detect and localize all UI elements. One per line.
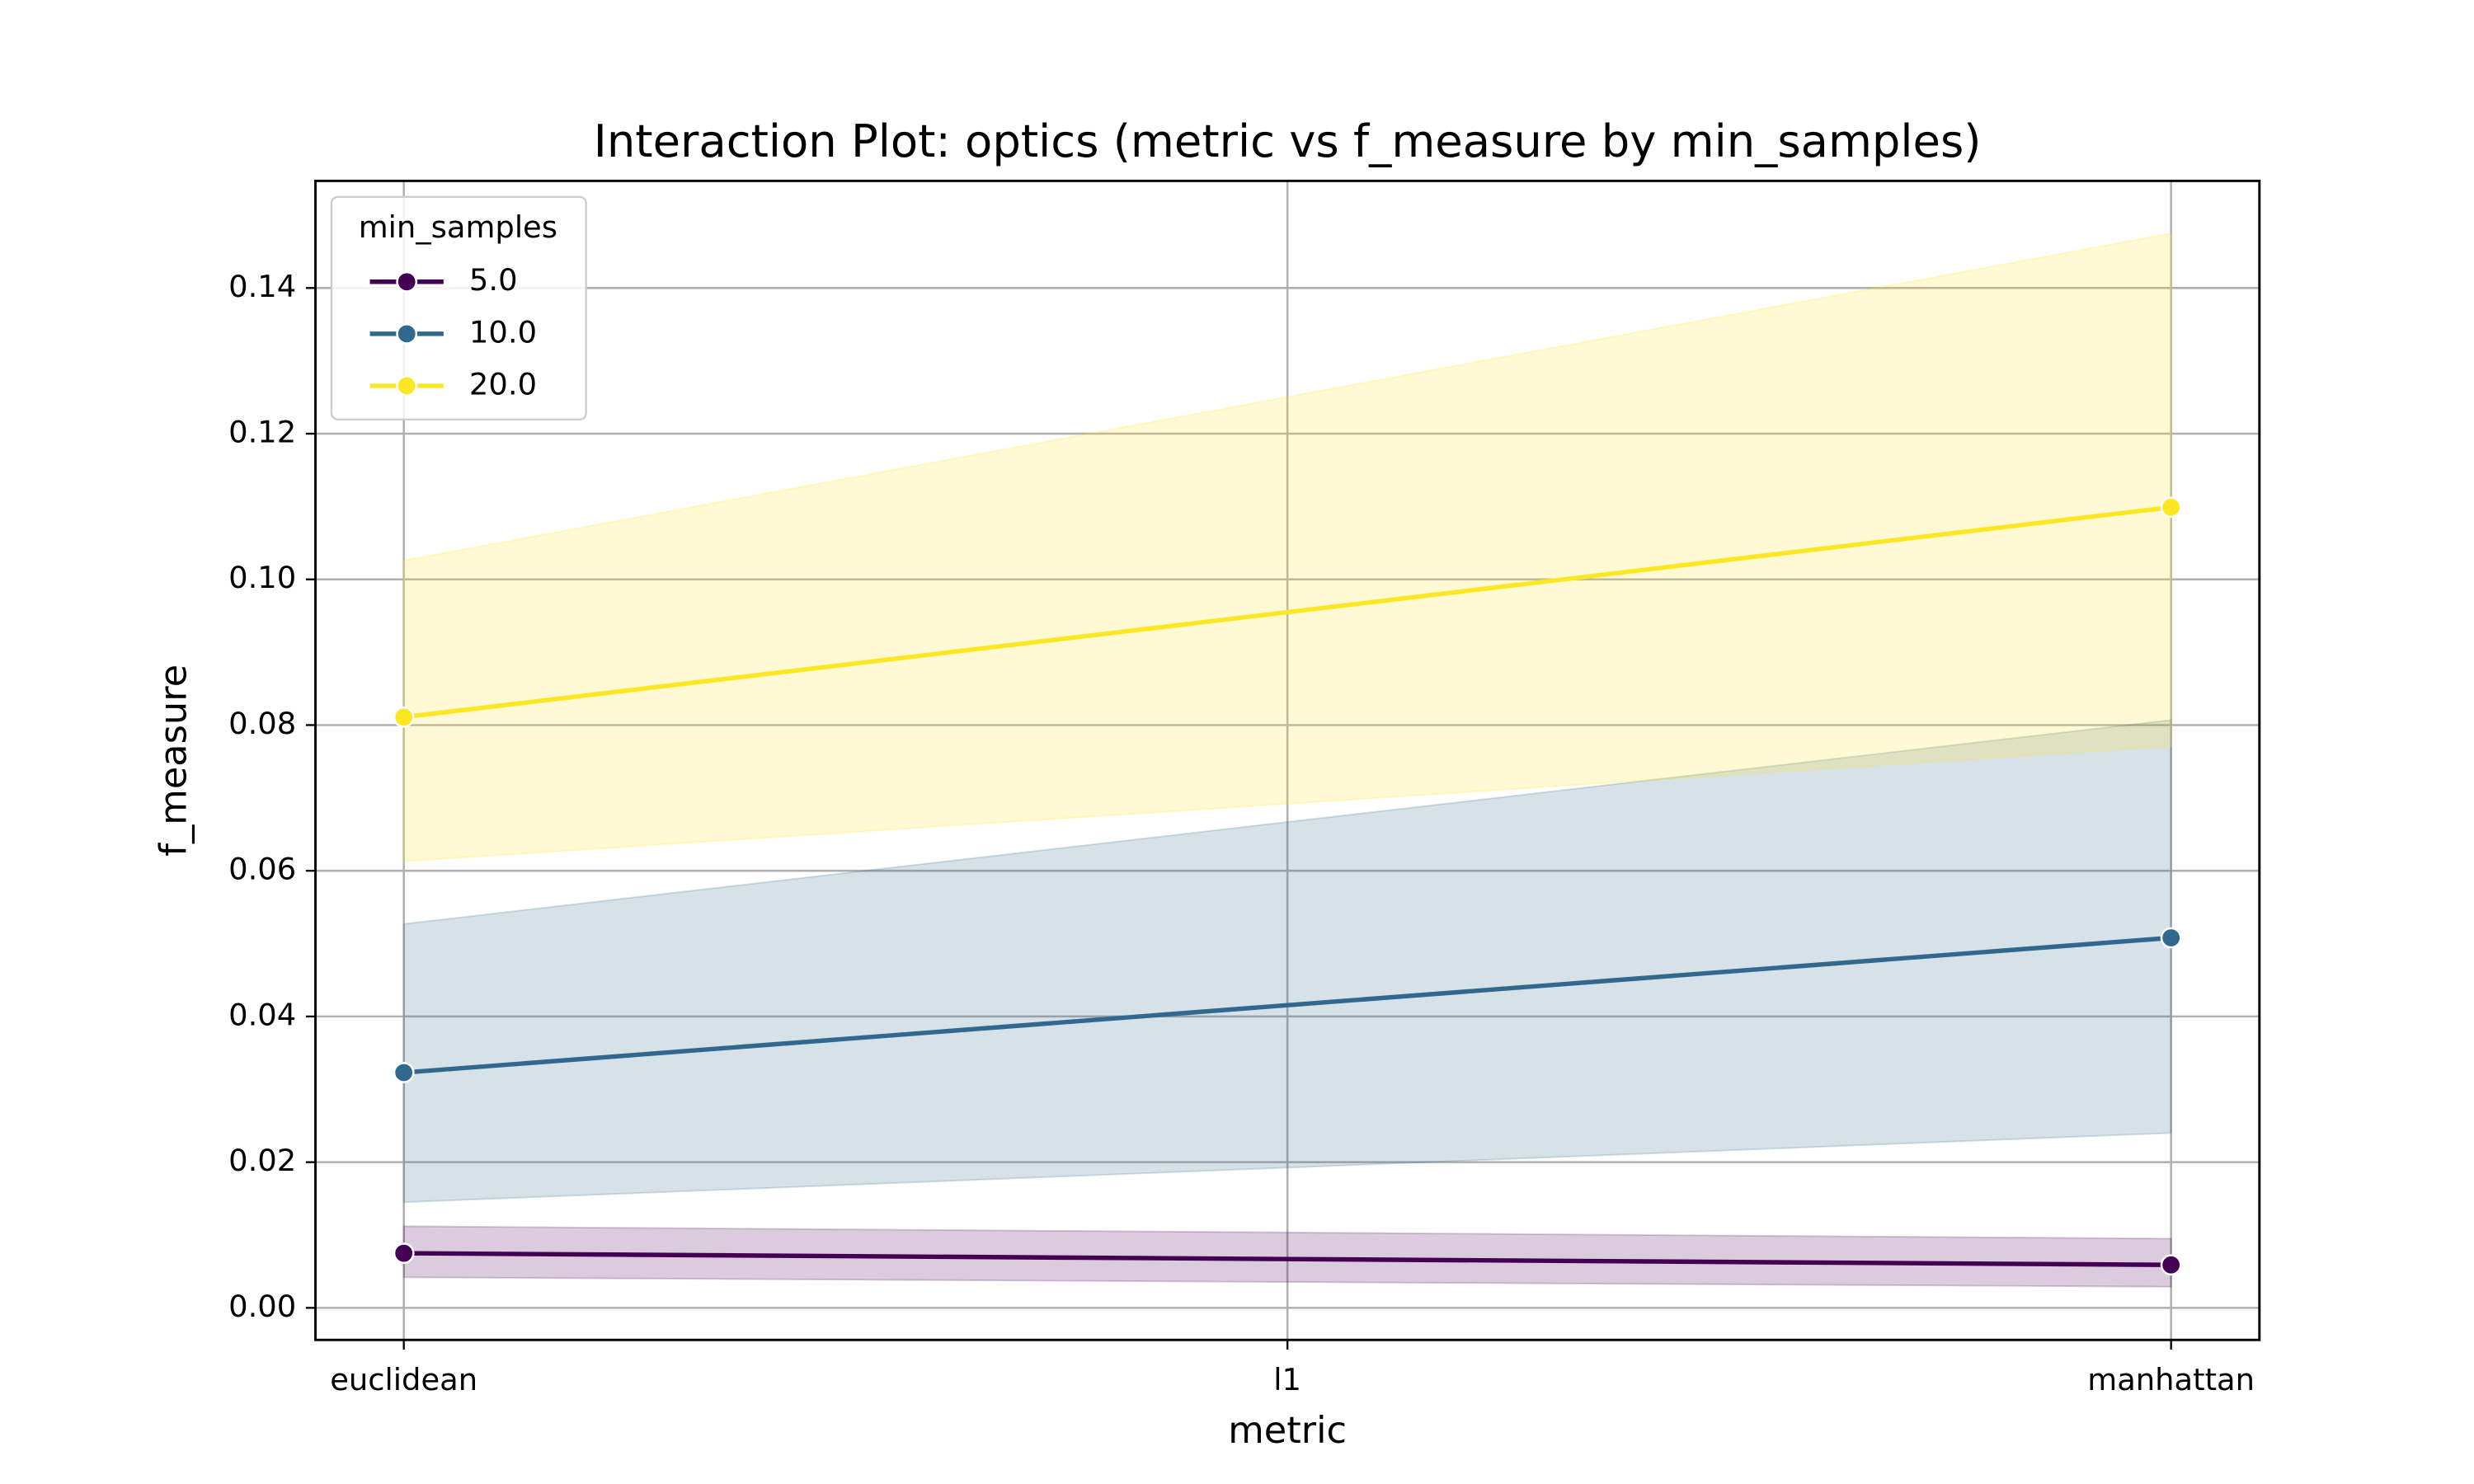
line	[403, 1251, 2171, 1267]
line	[403, 935, 2171, 1075]
y-tick-label: 0.02	[228, 1143, 296, 1178]
confidence-band	[402, 719, 2172, 1204]
x-tick-label: euclidean	[330, 1362, 477, 1397]
y-tick-label: 0.00	[228, 1289, 296, 1324]
x-tick-label: l1	[1273, 1362, 1301, 1397]
legend-label: 10.0	[469, 314, 537, 350]
legend: min_samples 5.0 10.0 20.0	[330, 195, 587, 420]
legend-marker	[396, 322, 418, 345]
confidence-band	[402, 232, 2172, 862]
legend-marker	[396, 375, 418, 397]
x-tick-label: manhattan	[2087, 1362, 2255, 1397]
y-tick-label: 0.14	[228, 269, 296, 304]
y-tick-label: 0.04	[228, 997, 296, 1032]
line	[403, 505, 2171, 720]
y-tick-label: 0.06	[228, 852, 296, 887]
marker	[2160, 496, 2182, 519]
marker	[393, 1062, 415, 1083]
marker	[393, 706, 415, 728]
legend-box	[330, 195, 587, 420]
legend-label: 5.0	[469, 262, 518, 298]
legend-marker	[396, 270, 418, 293]
y-tick-label: 0.08	[228, 706, 296, 741]
legend-label: 20.0	[469, 366, 537, 402]
marker	[2160, 1254, 2182, 1276]
y-axis-label: f_measure	[153, 665, 195, 857]
marker	[393, 1242, 415, 1265]
chart-title: Interaction Plot: optics (metric vs f_me…	[594, 115, 1982, 167]
legend-title: min_samples	[359, 209, 557, 245]
y-tick-label: 0.12	[228, 415, 296, 450]
marker	[2160, 927, 2182, 949]
plot-frame	[314, 179, 2261, 1341]
x-axis-label: metric	[1228, 1409, 1347, 1452]
y-tick-label: 0.10	[228, 560, 296, 595]
